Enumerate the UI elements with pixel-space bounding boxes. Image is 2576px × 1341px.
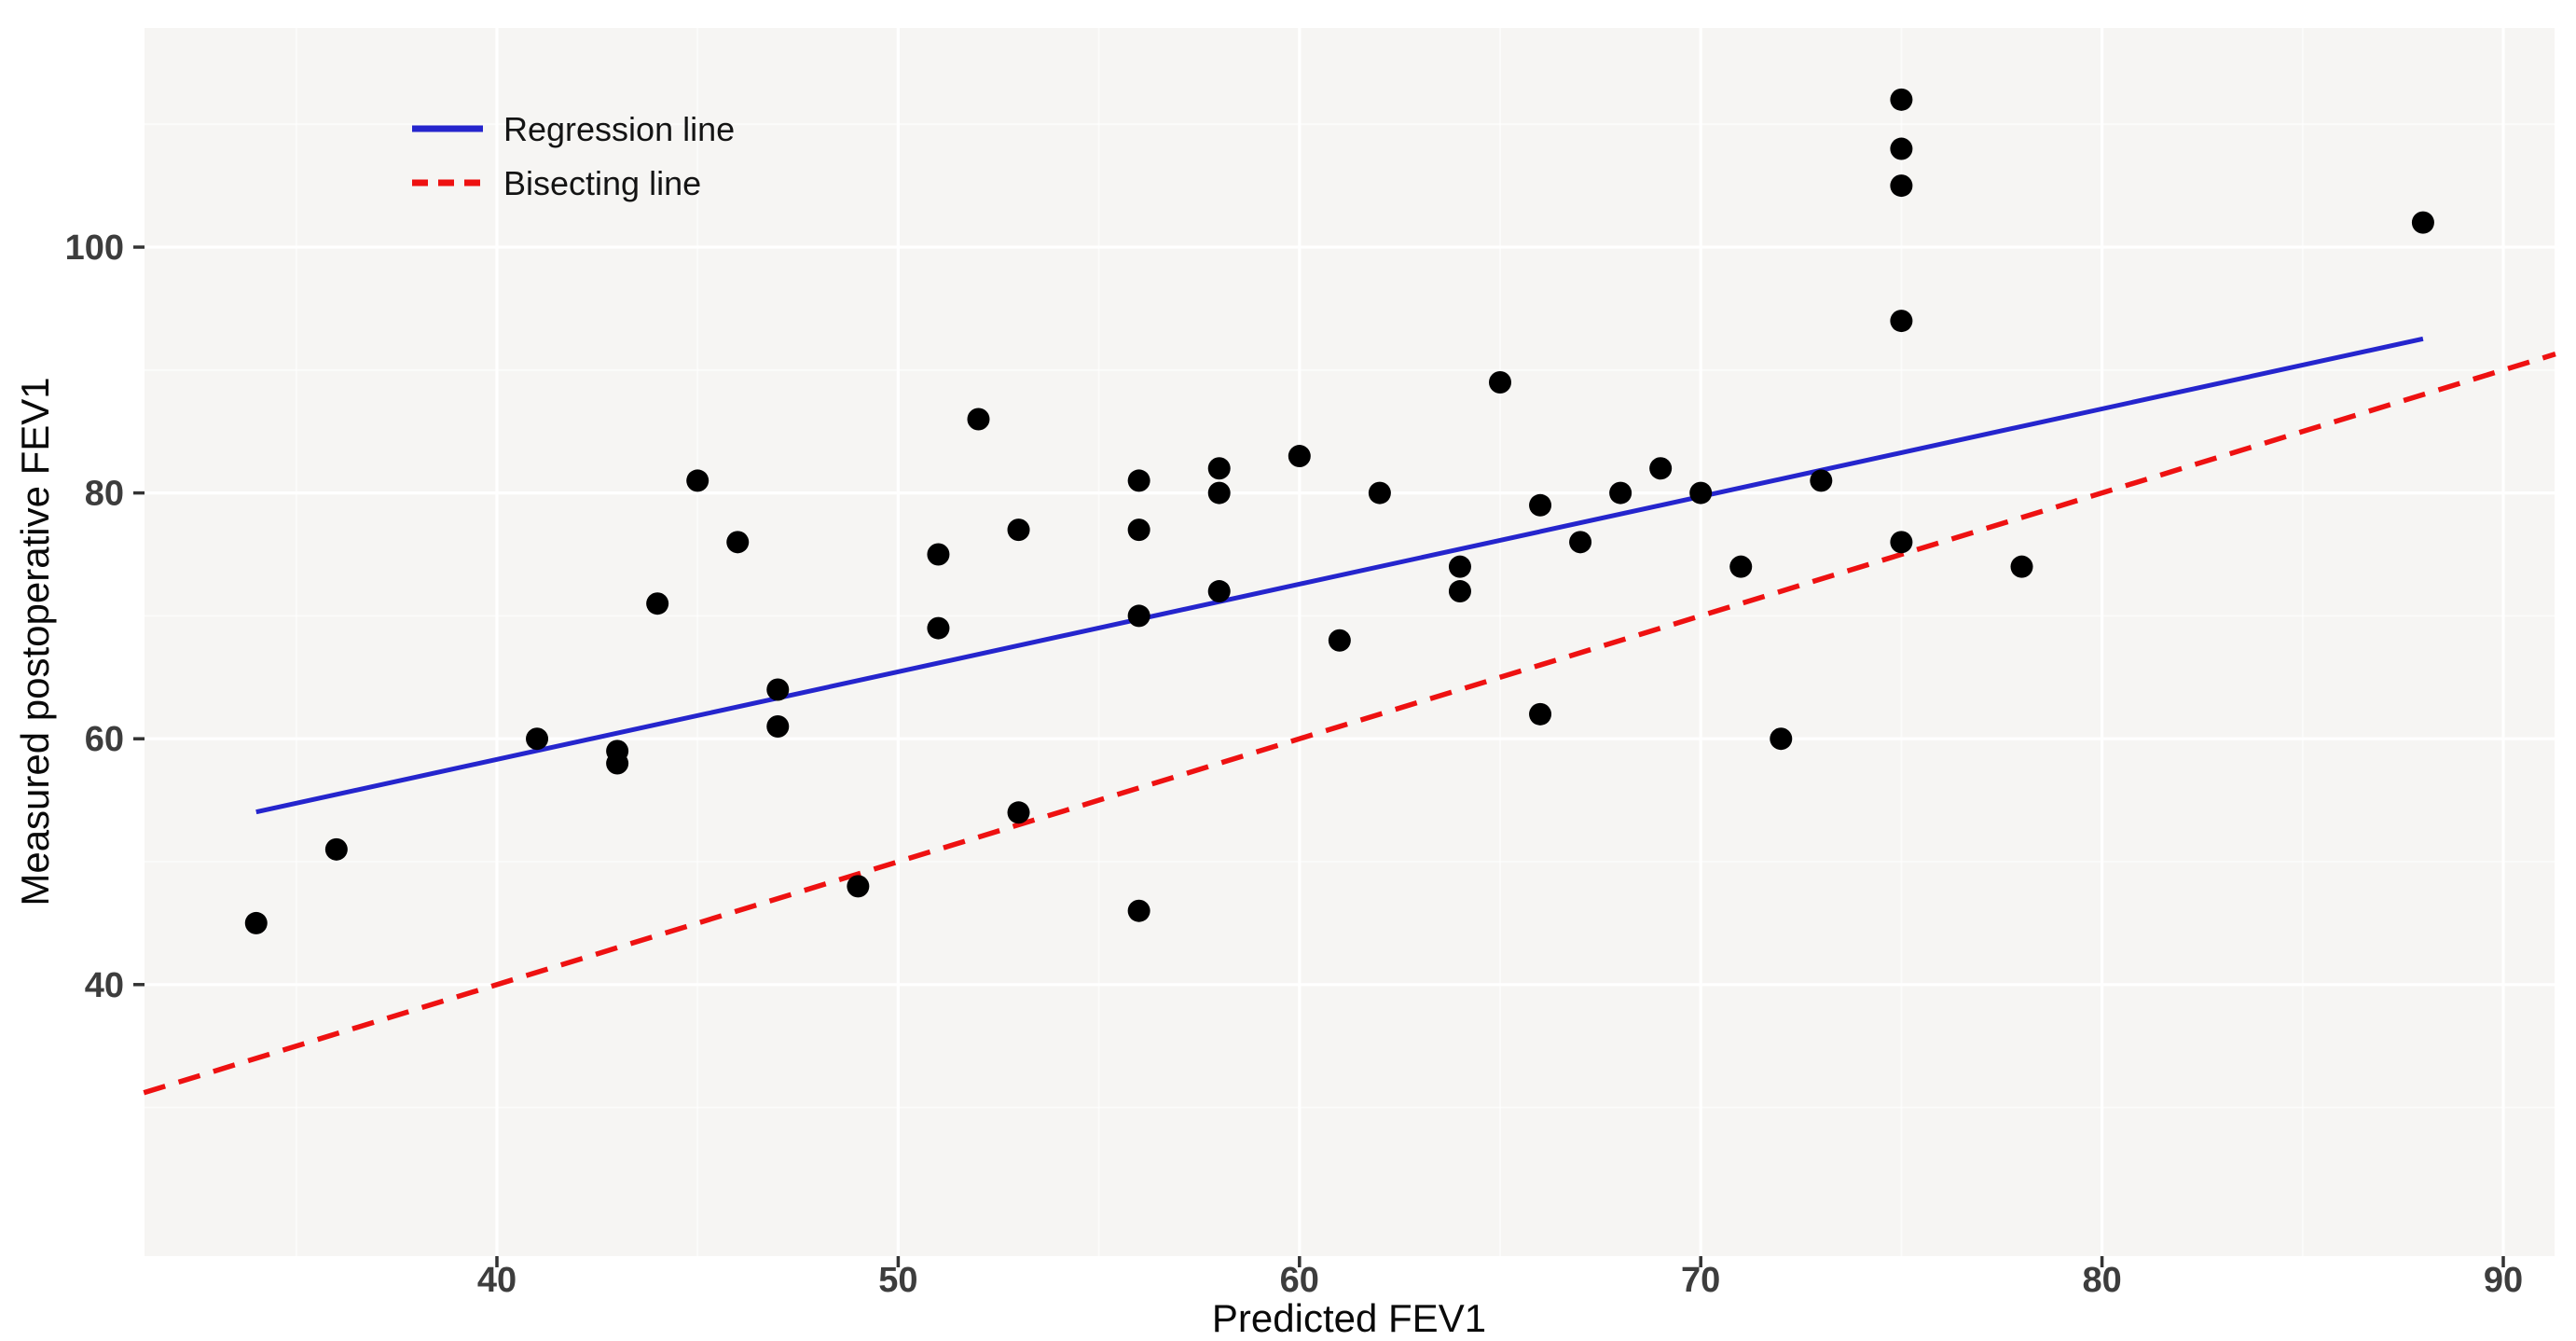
data-point	[2010, 555, 2033, 578]
data-point	[1649, 457, 1673, 480]
data-point	[1368, 481, 1391, 505]
data-point	[1529, 702, 1552, 726]
axis-ticks	[133, 245, 2505, 1267]
x-tick-label: 50	[878, 1261, 917, 1300]
data-point	[1609, 481, 1632, 505]
data-point	[927, 616, 950, 640]
data-point	[847, 875, 870, 898]
data-point	[1810, 469, 1833, 492]
y-tick-label: 40	[85, 966, 124, 1005]
data-point	[686, 469, 709, 492]
data-point	[1770, 727, 1793, 751]
data-point	[1890, 174, 1913, 198]
data-point	[1127, 604, 1150, 628]
data-point	[1890, 310, 1913, 333]
regression-line	[255, 336, 2424, 815]
legend-item-bisecting: Bisecting line	[412, 164, 701, 202]
data-point	[1127, 518, 1150, 542]
legend-label-regression: Regression line	[503, 110, 735, 148]
data-point	[726, 531, 750, 554]
data-point	[526, 727, 549, 751]
data-point	[1448, 580, 1471, 603]
data-point	[766, 678, 790, 701]
x-tick-label: 90	[2484, 1261, 2523, 1300]
data-point	[1529, 493, 1552, 517]
data-point	[1448, 555, 1471, 578]
x-axis-title: Predicted FEV1	[1212, 1296, 1486, 1340]
data-point	[1489, 370, 1511, 394]
data-point	[1890, 531, 1913, 554]
bisecting-line	[143, 352, 2556, 1096]
legend: Regression line Bisecting line	[412, 110, 735, 202]
data-point	[1207, 481, 1231, 505]
data-point	[927, 543, 950, 566]
y-tick-label: 80	[85, 475, 124, 514]
data-point	[324, 837, 348, 861]
data-point	[1689, 481, 1713, 505]
y-axis-title: Measured postoperative FEV1	[13, 377, 57, 906]
x-tick-label: 60	[1280, 1261, 1319, 1300]
data-point	[1207, 580, 1231, 603]
data-point	[1569, 531, 1592, 554]
data-point	[1890, 88, 1913, 111]
x-tick-label: 80	[2082, 1261, 2121, 1300]
data-point	[1007, 518, 1030, 542]
axis-tick-labels: 40 50 60 70 80 90 40 60 80 100	[65, 228, 2524, 1300]
data-point	[1288, 445, 1311, 468]
legend-item-regression: Regression line	[412, 110, 735, 148]
data-point	[1890, 137, 1913, 160]
legend-label-bisecting: Bisecting line	[503, 164, 701, 202]
data-point	[606, 740, 629, 763]
data-point	[1328, 629, 1351, 652]
data-point	[2411, 211, 2434, 234]
scatter-points	[244, 88, 2434, 934]
data-point	[646, 592, 669, 615]
minor-gridlines	[145, 28, 2555, 1256]
x-tick-label: 40	[477, 1261, 517, 1300]
y-tick-label: 100	[65, 228, 124, 268]
data-point	[1729, 555, 1753, 578]
data-point	[1207, 457, 1231, 480]
data-point	[244, 911, 268, 934]
data-point	[967, 408, 990, 431]
data-point	[1127, 899, 1150, 922]
x-tick-label: 70	[1681, 1261, 1720, 1300]
data-point	[766, 715, 790, 739]
y-tick-label: 60	[85, 720, 124, 759]
data-point	[1007, 801, 1030, 824]
data-point	[1127, 469, 1150, 492]
fitted-lines	[143, 336, 2556, 1096]
